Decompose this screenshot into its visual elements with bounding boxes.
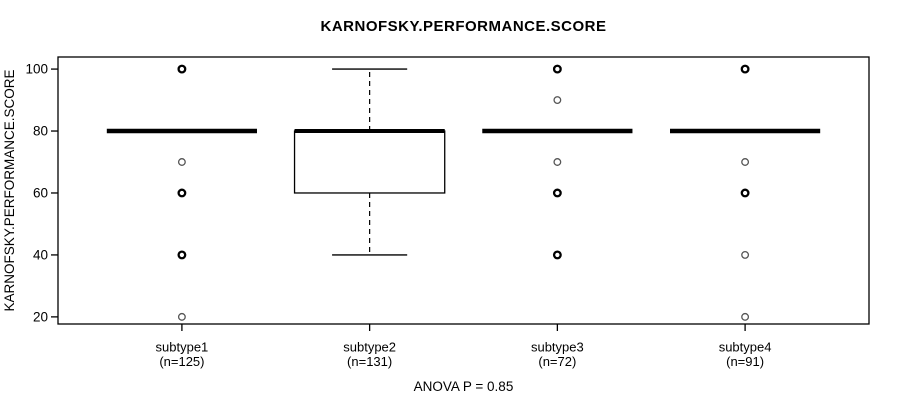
group-label: subtype1 bbox=[156, 340, 209, 355]
group-count-label: (n=91) bbox=[726, 354, 764, 369]
group-count-label: (n=131) bbox=[347, 354, 392, 369]
group-count-label: (n=72) bbox=[538, 354, 576, 369]
y-tick-label: 20 bbox=[33, 309, 48, 324]
outlier-point bbox=[741, 312, 750, 321]
outlier-point bbox=[741, 250, 750, 259]
group-label: subtype2 bbox=[343, 340, 396, 355]
y-tick-label: 100 bbox=[25, 62, 48, 77]
plot-frame bbox=[57, 56, 870, 325]
outlier-point bbox=[177, 250, 187, 260]
outlier-point bbox=[740, 64, 750, 74]
outlier-point bbox=[177, 64, 187, 74]
outlier-point bbox=[177, 158, 186, 166]
y-tick-label: 80 bbox=[33, 124, 48, 139]
outlier-point bbox=[740, 188, 750, 198]
outlier-point bbox=[177, 188, 187, 198]
group-label: subtype3 bbox=[531, 340, 584, 355]
outlier-point bbox=[553, 96, 562, 105]
y-axis-label: KARNOFSKY.PERFORMANCE.SCORE bbox=[2, 69, 17, 311]
y-tick-label: 60 bbox=[33, 185, 48, 200]
outlier-point bbox=[552, 64, 562, 74]
outlier-point bbox=[553, 158, 562, 166]
box bbox=[293, 130, 446, 194]
y-tick-label: 40 bbox=[33, 247, 48, 262]
outlier-point bbox=[177, 312, 186, 321]
chart-title: KARNOFSKY.PERFORMANCE.SCORE bbox=[320, 18, 606, 35]
group-count-label: (n=125) bbox=[159, 354, 204, 369]
anova-annotation: ANOVA P = 0.85 bbox=[414, 379, 514, 394]
outlier-point bbox=[552, 250, 562, 260]
outlier-point bbox=[741, 158, 750, 166]
group-label: subtype4 bbox=[719, 340, 772, 355]
outlier-point bbox=[552, 188, 562, 198]
